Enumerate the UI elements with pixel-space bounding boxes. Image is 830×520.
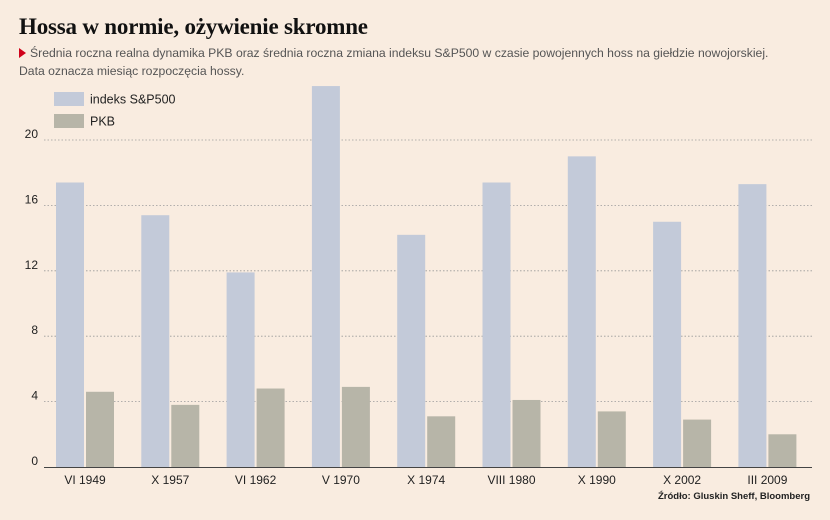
x-tick-label: VIII 1980 xyxy=(487,473,535,487)
bar-pkb xyxy=(512,399,541,467)
x-axis: VI 1949 X 1957 VI 1962 V 1970 X 1974 VIII 198… xyxy=(44,467,812,487)
source-note: Źródło: Gluskin Sheff, Bloomberg xyxy=(658,491,810,502)
bar-sp500 xyxy=(226,272,255,467)
chart-subtitle: Średnia roczna realna dynamika PKB oraz … xyxy=(19,44,819,80)
x-tick-label: VI 1949 xyxy=(64,473,106,487)
y-tick-label: 12 xyxy=(25,258,39,272)
legend-label: indeks S&P500 xyxy=(90,93,176,107)
bar-sp500 xyxy=(482,182,511,467)
x-tick-label: VI 1962 xyxy=(235,473,277,487)
y-tick-label: 16 xyxy=(25,192,39,206)
legend: indeks S&P500 PKB xyxy=(54,92,176,129)
bar-sp500 xyxy=(141,215,170,467)
y-tick-label: 8 xyxy=(31,323,38,337)
bar-sp500 xyxy=(397,234,426,467)
y-tick-label: 4 xyxy=(31,389,38,403)
bar-pkb xyxy=(683,419,712,467)
bar-sp500 xyxy=(738,184,767,467)
bar-sp500 xyxy=(311,86,340,468)
bar-sp500 xyxy=(653,221,682,467)
subtitle-line-2: Data oznacza miesiąc rozpoczęcia hossy. xyxy=(19,64,245,78)
y-tick-label: 0 xyxy=(31,454,38,468)
bar-pkb xyxy=(341,386,370,467)
legend-swatch xyxy=(54,114,84,128)
y-tick-label: 20 xyxy=(25,127,39,141)
x-tick-label: X 1974 xyxy=(407,473,445,487)
legend-swatch xyxy=(54,92,84,106)
bar-pkb xyxy=(427,416,456,467)
bar-sp500 xyxy=(56,182,84,467)
y-axis: 0 4 8 12 16 20 xyxy=(25,127,39,468)
bar-pkb xyxy=(768,434,797,467)
bar-sp500 xyxy=(567,156,596,467)
bar-pkb xyxy=(171,404,200,467)
triangle-marker-icon xyxy=(19,48,26,58)
x-tick-label: III 2009 xyxy=(747,473,787,487)
x-tick-label: X 1990 xyxy=(578,473,616,487)
legend-label: PKB xyxy=(90,115,115,129)
bar-pkb xyxy=(86,391,114,467)
bars xyxy=(56,86,797,468)
bar-pkb xyxy=(597,411,626,467)
x-tick-label: X 1957 xyxy=(151,473,189,487)
chart-title: Hossa w normie, ożywienie skromne xyxy=(19,14,368,39)
x-tick-label: X 2002 xyxy=(663,473,701,487)
x-tick-label: V 1970 xyxy=(322,473,360,487)
bar-pkb xyxy=(256,388,285,467)
subtitle-line-1: Średnia roczna realna dynamika PKB oraz … xyxy=(30,46,769,60)
